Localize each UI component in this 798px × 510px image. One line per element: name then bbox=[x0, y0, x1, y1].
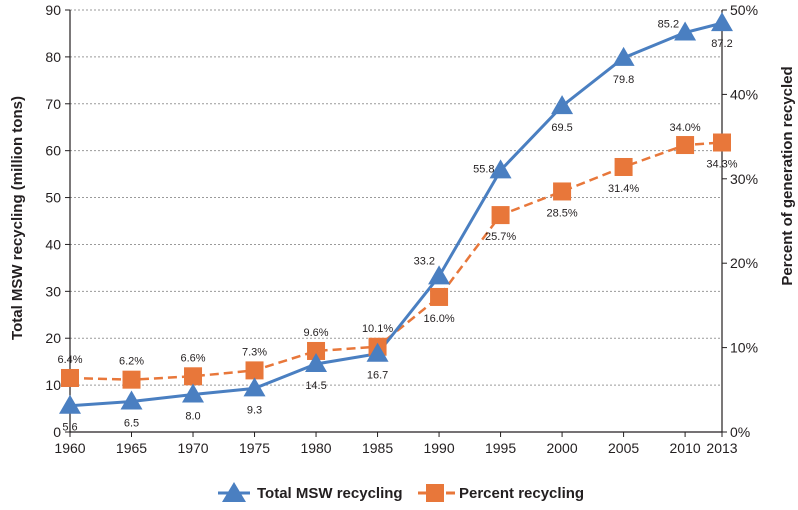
total-msw-marker bbox=[711, 12, 733, 32]
total-msw-marker bbox=[428, 265, 451, 285]
y-axis-title: Total MSW recycling (million tons) bbox=[9, 96, 26, 340]
axes: 0 10 20 30 40 50 60 70 80 90 0% 10% 20% 30% 40% 50% 1960… bbox=[45, 2, 758, 456]
x-tick-label: 1960 bbox=[54, 440, 85, 456]
percent-recycling-marker bbox=[430, 287, 449, 306]
total-msw-marker bbox=[489, 159, 512, 179]
percent-recycling-data-label: 28.5% bbox=[546, 207, 577, 219]
total-msw-marker bbox=[182, 383, 205, 403]
y-tick-label: 40 bbox=[45, 236, 61, 252]
percent-recycling-marker bbox=[553, 182, 572, 201]
percent-recycling-data-label: 7.3% bbox=[242, 346, 267, 358]
total-msw-marker bbox=[243, 377, 266, 397]
percent-recycling-marker bbox=[307, 341, 326, 360]
percent-recycling-marker bbox=[491, 206, 510, 225]
y-tick-label: 70 bbox=[45, 96, 61, 112]
total-msw-marker bbox=[305, 353, 328, 373]
percent-recycling-data-label: 9.6% bbox=[303, 327, 328, 339]
total-msw-data-label: 87.2 bbox=[711, 38, 732, 50]
y2-tick-label: 40% bbox=[730, 86, 758, 102]
total-msw-marker bbox=[120, 390, 143, 410]
legend-square-marker bbox=[426, 484, 444, 502]
y2-tick-label: 30% bbox=[730, 171, 758, 187]
percent-recycling-data-label: 31.4% bbox=[608, 183, 639, 195]
y-tick-label: 90 bbox=[45, 2, 61, 18]
percent-recycling-data-label: 10.1% bbox=[362, 323, 393, 335]
y-tick-label: 0 bbox=[53, 424, 61, 440]
legend-label-total-msw: Total MSW recycling bbox=[257, 485, 403, 502]
percent-recycling-marker bbox=[713, 133, 731, 152]
total-msw-marker bbox=[366, 342, 389, 362]
total-msw-data-label: 6.5 bbox=[124, 418, 139, 430]
total-msw-marker bbox=[612, 46, 635, 66]
percent-recycling-marker bbox=[614, 157, 633, 176]
total-msw-data-label: 14.5 bbox=[305, 380, 326, 392]
x-tick-label: 1965 bbox=[116, 440, 147, 456]
y2-tick-label: 50% bbox=[730, 2, 758, 18]
percent-recycling-marker bbox=[245, 361, 264, 380]
percent-recycling-data-label: 25.7% bbox=[485, 231, 516, 243]
x-tick-label: 2010 bbox=[670, 440, 701, 456]
x-tick-label: 2013 bbox=[706, 440, 737, 456]
legend: Total MSW recycling Percent recycling bbox=[218, 482, 584, 502]
legend-label-percent: Percent recycling bbox=[459, 485, 584, 502]
legend-item-percent: Percent recycling bbox=[418, 484, 584, 502]
series-line-total-msw bbox=[69, 21, 723, 408]
gridlines bbox=[70, 9, 722, 386]
legend-triangle-marker bbox=[222, 482, 246, 502]
x-tick-label: 1975 bbox=[239, 440, 270, 456]
percent-recycling-data-label: 16.0% bbox=[423, 313, 454, 325]
total-msw-data-label: 55.8 bbox=[473, 163, 494, 175]
percent-recycling-marker bbox=[676, 136, 695, 155]
percent-recycling-marker bbox=[61, 368, 79, 387]
y-tick-label: 30 bbox=[45, 283, 61, 299]
y-tick-label: 20 bbox=[45, 330, 61, 346]
y-tick-label: 60 bbox=[45, 143, 61, 159]
total-msw-data-label: 69.5 bbox=[551, 122, 572, 134]
percent-recycling-data-label: 34.3% bbox=[706, 159, 737, 171]
y-tick-label: 80 bbox=[45, 49, 61, 65]
total-msw-data-label: 8.0 bbox=[185, 410, 200, 422]
percent-recycling-data-label: 6.4% bbox=[57, 354, 82, 366]
total-msw-data-label: 79.8 bbox=[613, 74, 634, 86]
series-layer bbox=[59, 12, 733, 414]
percent-recycling-data-label: 6.2% bbox=[119, 356, 144, 368]
total-msw-data-label: 9.3 bbox=[247, 404, 262, 416]
total-msw-marker bbox=[59, 394, 81, 414]
y-tick-label: 50 bbox=[45, 190, 61, 206]
y2-tick-label: 0% bbox=[730, 424, 750, 440]
x-tick-label: 1985 bbox=[362, 440, 393, 456]
total-msw-data-label: 33.2 bbox=[414, 255, 435, 267]
total-msw-data-label: 5.6 bbox=[62, 422, 77, 434]
total-msw-data-label: 16.7 bbox=[367, 370, 388, 382]
percent-recycling-marker bbox=[122, 370, 141, 389]
total-msw-data-label: 85.2 bbox=[658, 19, 679, 31]
x-tick-label: 1990 bbox=[423, 440, 454, 456]
x-tick-label: 1995 bbox=[485, 440, 516, 456]
data-labels: 5.6 6.5 8.0 9.3 14.5 16.7 33.2 55.8 69.5 79.8 85.2… bbox=[57, 19, 737, 434]
x-tick-label: 1980 bbox=[300, 440, 331, 456]
percent-recycling-marker bbox=[184, 367, 203, 386]
legend-item-total-msw: Total MSW recycling bbox=[218, 482, 403, 502]
total-msw-marker bbox=[674, 21, 697, 41]
x-tick-label: 2000 bbox=[546, 440, 577, 456]
y2-tick-label: 10% bbox=[730, 340, 758, 356]
percent-recycling-data-label: 6.6% bbox=[180, 352, 205, 364]
y-tick-label: 10 bbox=[45, 377, 61, 393]
y2-axis-title: Percent of generation recycled bbox=[779, 66, 796, 285]
x-tick-label: 1970 bbox=[177, 440, 208, 456]
percent-recycling-data-label: 34.0% bbox=[669, 122, 700, 134]
series-line-percent-recycling bbox=[69, 141, 723, 381]
y2-tick-label: 20% bbox=[730, 255, 758, 271]
total-msw-marker bbox=[551, 95, 574, 115]
x-tick-label: 2005 bbox=[608, 440, 639, 456]
